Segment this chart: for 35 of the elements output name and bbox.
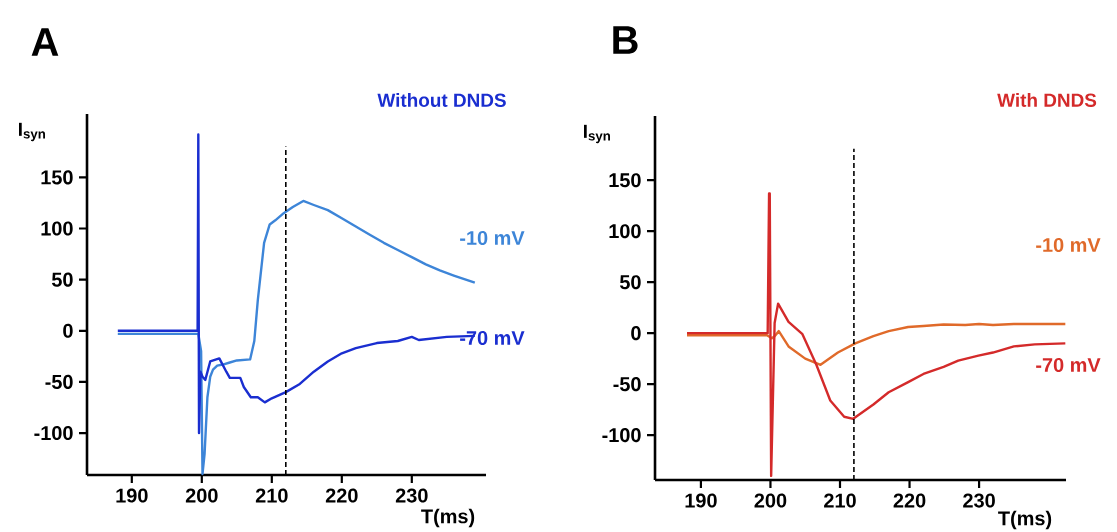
x-tick-label: 210	[824, 493, 856, 508]
x-tick-label: 230	[963, 493, 995, 508]
y-tick-label: 150	[609, 173, 641, 188]
x-tick-label: 220	[325, 488, 358, 503]
y-tick-label: 100	[41, 221, 73, 236]
chart-title: B	[613, 26, 638, 54]
y-tick-label: -100	[602, 428, 641, 443]
series-label: -10 mV	[460, 230, 525, 246]
y-axis-title: I$_{syn}$	[19, 122, 45, 142]
y-tick-label: 0	[631, 326, 641, 341]
y-tick-label: 50	[51, 272, 73, 287]
x-tick-label: 220	[893, 493, 926, 508]
y-tick-label: 0	[63, 323, 73, 338]
x-tick-label: 210	[255, 488, 288, 503]
x-tick-label: 200	[754, 493, 787, 508]
y-tick-label: -100	[34, 426, 73, 441]
y-tick-label: 100	[609, 224, 641, 239]
y-tick-label: 50	[619, 275, 641, 290]
x-axis-title: T(ms)	[998, 510, 1052, 530]
y-tick-label: -50	[45, 374, 73, 389]
y-tick-label: -50	[613, 377, 641, 392]
x-tick-label: 190	[685, 493, 717, 508]
series-label: -70 mV	[460, 330, 525, 346]
chart-subtitle: With DNDS	[997, 93, 1097, 107]
text: -10 mV	[1036, 237, 1101, 253]
chart-subtitle: Without DNDS	[377, 93, 506, 107]
y-axis-title: I$_{syn}$	[583, 124, 610, 144]
x-tick-label: 200	[185, 488, 218, 503]
x-axis-title: T(ms)	[421, 508, 475, 528]
x-tick-label: 190	[116, 488, 148, 503]
series-label: -70 mV	[1036, 357, 1101, 373]
x-tick-label: 230	[395, 488, 428, 503]
line-series	[685, 192, 1067, 478]
chart-title: A	[31, 28, 59, 56]
y-tick-label: 150	[41, 170, 73, 185]
